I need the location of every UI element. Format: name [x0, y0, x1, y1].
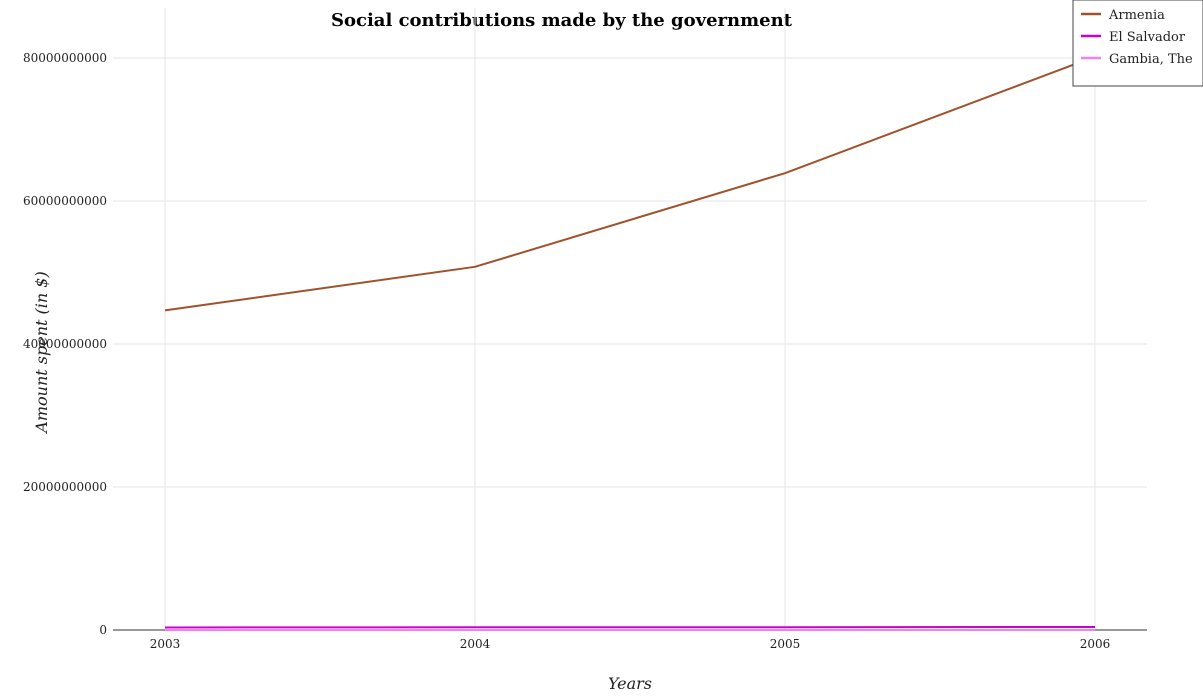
- grid: [113, 8, 1147, 631]
- legend: Armenia El Salvador Gambia, The: [1072, 0, 1203, 87]
- y-axis-title: Amount spent (in $): [32, 271, 51, 434]
- y-tick-label: 80000000000: [23, 51, 107, 65]
- x-tick-label: 2006: [1080, 637, 1111, 651]
- chart-title: Social contributions made by the governm…: [331, 10, 793, 31]
- x-tick-label: 2005: [770, 637, 801, 651]
- x-tick-label: 2003: [150, 637, 181, 651]
- axes: 0 20000000000 40000000000 60000000000 800000…: [23, 51, 1147, 651]
- series-line-armenia: [164, 55, 1096, 312]
- x-axis-title: Years: [608, 674, 652, 693]
- legend-label: Gambia, The: [1109, 52, 1193, 67]
- x-tick-label: 2004: [460, 637, 491, 651]
- y-tick-label: 20000000000: [23, 480, 107, 494]
- legend-label: El Salvador: [1109, 30, 1186, 45]
- y-tick-label: 40000000000: [23, 337, 107, 351]
- y-tick-label: 0: [99, 623, 107, 637]
- y-tick-label: 60000000000: [23, 194, 107, 208]
- series-line-el-salvador: [164, 625, 1096, 629]
- legend-label: Armenia: [1108, 8, 1165, 23]
- series-lines: [164, 55, 1096, 631]
